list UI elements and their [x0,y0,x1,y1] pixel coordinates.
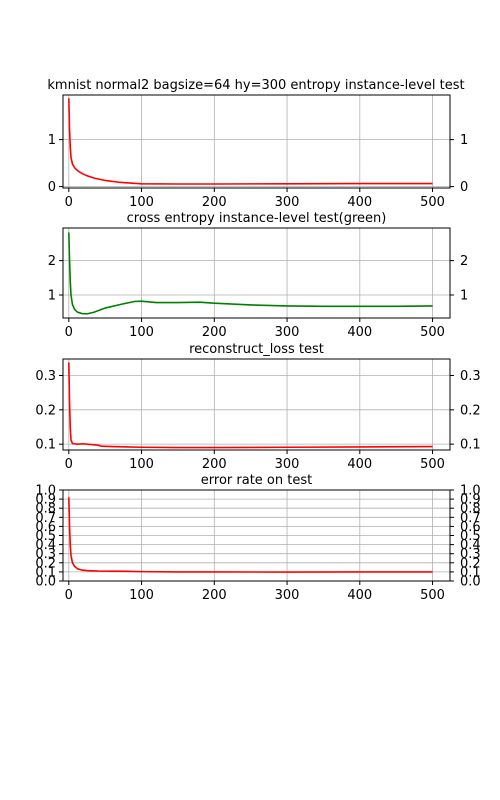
y-tick-label-right: 0.2 [460,556,481,571]
y-tick-label: 0.0 [35,575,56,590]
y-tick-label: 1.0 [35,484,56,499]
chart-title: reconstruct_loss test [189,342,324,357]
y-tick-label-right: 0.0 [460,575,481,590]
x-tick-label: 0 [65,588,73,603]
x-tick-label: 100 [129,325,154,340]
y-tick-label-right: 0.7 [460,511,481,526]
y-tick-label-right: 0 [460,180,468,195]
x-tick-label: 300 [275,195,300,210]
y-tick-label: 0.3 [35,369,56,384]
x-tick-label: 400 [347,457,372,472]
axes-frame [62,227,451,319]
chart-title: error rate on test [201,473,312,488]
y-tick-label-right: 0.9 [460,493,481,508]
x-tick-label: 500 [420,588,445,603]
x-tick-label: 0 [65,325,73,340]
y-tick-label-right: 1.0 [460,484,481,499]
y-tick-label: 0.9 [35,493,56,508]
x-tick-label: 400 [347,325,372,340]
x-tick-label: 500 [420,325,445,340]
y-tick-label: 1 [48,133,56,148]
y-tick-label: 0.2 [35,556,56,571]
y-tick-label: 0.6 [35,520,56,535]
y-tick-label: 0.3 [35,547,56,562]
x-tick-label: 500 [420,195,445,210]
x-tick-label: 0 [65,457,73,472]
x-tick-label: 200 [202,325,227,340]
y-tick-label-right: 0.8 [460,502,481,517]
y-tick-label: 0 [48,180,56,195]
chart-panel-2: 0 100 200 300 400 500 1 1 2 2 cross entropy instan… [48,211,469,340]
series-line-1 [68,497,433,573]
axes-frame [62,358,451,451]
chart-panel-3: 0 100 200 300 400 500 0.1 0.1 0.2 0.2 0.3 0.3 recons… [35,342,480,472]
y-tick-label-right: 0.4 [460,538,481,553]
y-tick-label-right: 0.3 [460,547,481,562]
y-tick-label-right: 2 [460,254,468,269]
y-tick-label: 1 [48,288,56,303]
x-tick-label: 200 [202,588,227,603]
axes-frame [62,94,451,189]
x-tick-label: 0 [65,195,73,210]
series-line-1 [68,362,433,449]
x-tick-label: 100 [129,195,154,210]
x-tick-label: 200 [202,195,227,210]
y-tick-label-right: 1 [460,288,468,303]
y-tick-label: 0.5 [35,529,56,544]
chart-title: cross entropy instance-level test(green) [127,211,387,226]
x-tick-label: 100 [129,588,154,603]
x-tick-label: 300 [275,325,300,340]
y-tick-label-right: 0.3 [460,369,481,384]
y-tick-label-right: 0.1 [460,565,481,580]
y-tick-label-right: 0.5 [460,529,481,544]
y-tick-label-right: 1 [460,133,468,148]
y-tick-label: 0.1 [35,438,56,453]
x-tick-label: 400 [347,588,372,603]
chart-title: kmnist normal2 bagsize=64 hy=300 entropy… [47,78,464,93]
y-tick-label-right: 0.6 [460,520,481,535]
y-tick-label: 0.4 [35,538,56,553]
series-line-1 [68,232,433,315]
y-tick-label-right: 0.2 [460,403,481,418]
series-line-1 [68,98,433,185]
x-tick-label: 500 [420,457,445,472]
y-tick-label-right: 0.1 [460,438,481,453]
x-tick-label: 300 [275,588,300,603]
x-tick-label: 200 [202,457,227,472]
x-tick-label: 400 [347,195,372,210]
y-tick-label: 0.1 [35,565,56,580]
y-tick-label: 0.8 [35,502,56,517]
x-tick-label: 100 [129,457,154,472]
y-tick-label: 0.2 [35,403,56,418]
y-tick-label: 0.7 [35,511,56,526]
x-tick-label: 300 [275,457,300,472]
y-tick-label: 2 [48,254,56,269]
